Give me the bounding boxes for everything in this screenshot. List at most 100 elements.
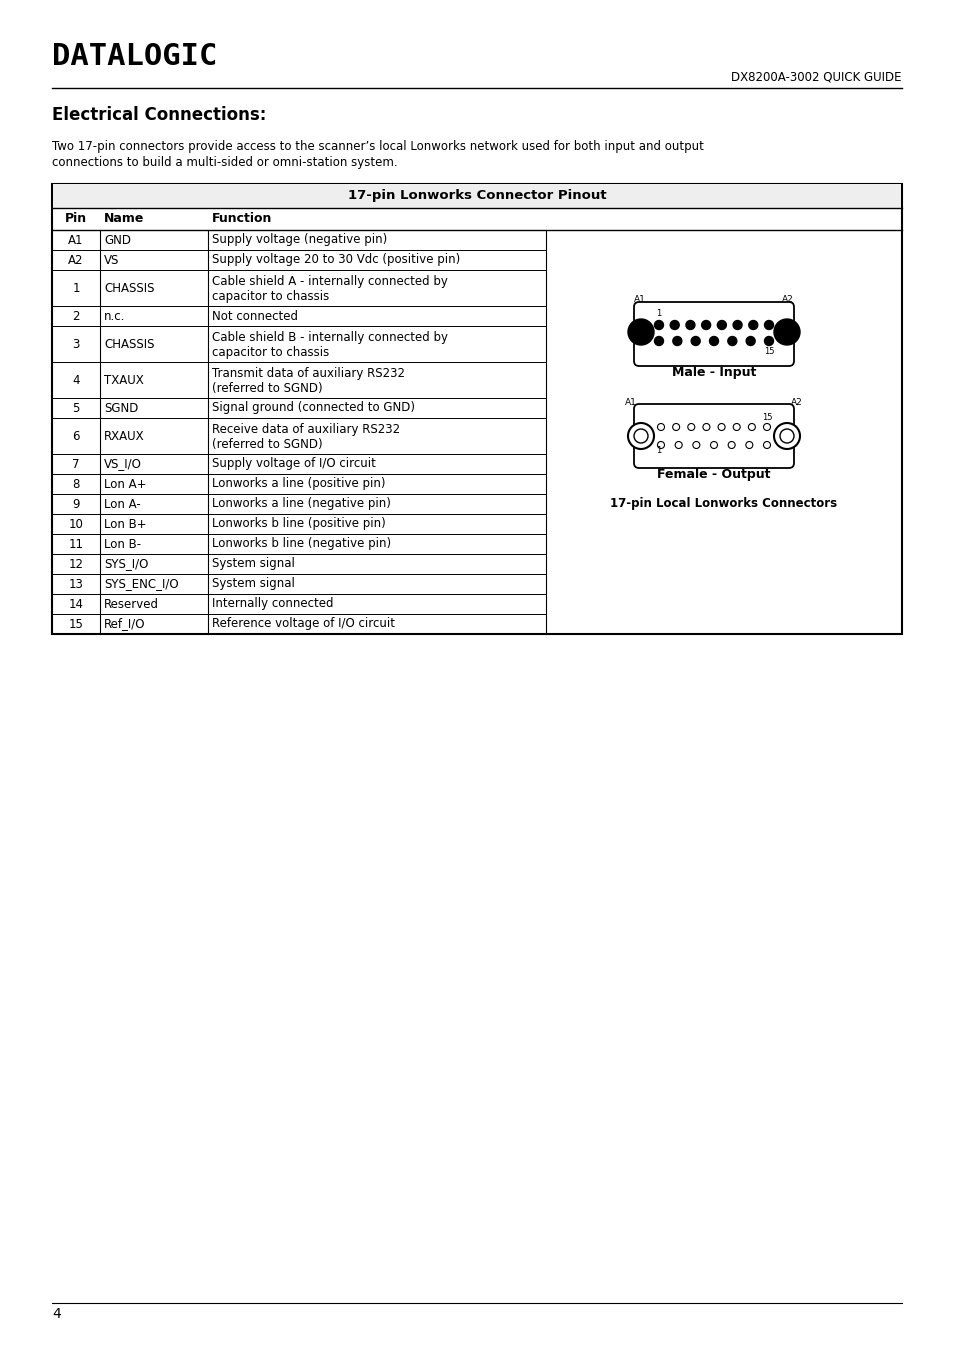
Text: Lon A+: Lon A+ bbox=[104, 477, 147, 490]
Text: 1: 1 bbox=[72, 281, 80, 295]
Bar bbox=[52, 184, 901, 634]
Circle shape bbox=[747, 423, 755, 431]
Text: Supply voltage 20 to 30 Vdc (positive pin): Supply voltage 20 to 30 Vdc (positive pi… bbox=[212, 254, 459, 266]
Text: A1: A1 bbox=[634, 295, 645, 304]
Text: A1: A1 bbox=[624, 399, 637, 407]
Circle shape bbox=[710, 442, 717, 449]
Text: Lonworks b line (positive pin): Lonworks b line (positive pin) bbox=[212, 517, 385, 531]
Text: connections to build a multi-sided or omni-station system.: connections to build a multi-sided or om… bbox=[52, 155, 397, 169]
Circle shape bbox=[654, 320, 662, 330]
Circle shape bbox=[675, 442, 681, 449]
Circle shape bbox=[670, 320, 679, 330]
Text: SGND: SGND bbox=[104, 401, 138, 415]
Text: 9: 9 bbox=[72, 497, 80, 511]
Text: 3: 3 bbox=[72, 338, 80, 350]
Text: Reference voltage of I/O circuit: Reference voltage of I/O circuit bbox=[212, 617, 395, 631]
Text: Ref_I/O: Ref_I/O bbox=[104, 617, 146, 631]
Text: Supply voltage of I/O circuit: Supply voltage of I/O circuit bbox=[212, 458, 375, 470]
Text: VS: VS bbox=[104, 254, 119, 266]
Text: A2: A2 bbox=[69, 254, 84, 266]
Circle shape bbox=[717, 320, 725, 330]
Text: Cable shield A - internally connected by: Cable shield A - internally connected by bbox=[212, 276, 447, 288]
Circle shape bbox=[685, 320, 694, 330]
Text: 8: 8 bbox=[72, 477, 80, 490]
Circle shape bbox=[700, 320, 710, 330]
Text: 15: 15 bbox=[760, 412, 771, 422]
Text: Signal ground (connected to GND): Signal ground (connected to GND) bbox=[212, 401, 415, 415]
Text: A1: A1 bbox=[69, 234, 84, 246]
Circle shape bbox=[657, 442, 664, 449]
Circle shape bbox=[773, 423, 800, 449]
Text: Transmit data of auxiliary RS232: Transmit data of auxiliary RS232 bbox=[212, 367, 405, 380]
Circle shape bbox=[762, 423, 770, 431]
Circle shape bbox=[733, 423, 740, 431]
Text: Electrical Connections:: Electrical Connections: bbox=[52, 105, 266, 124]
Circle shape bbox=[709, 336, 718, 346]
Circle shape bbox=[732, 320, 741, 330]
Circle shape bbox=[745, 442, 752, 449]
Text: VS_I/O: VS_I/O bbox=[104, 458, 142, 470]
Text: 6: 6 bbox=[72, 430, 80, 443]
Text: 10: 10 bbox=[69, 517, 83, 531]
Text: 4: 4 bbox=[52, 1306, 61, 1321]
Text: Pin: Pin bbox=[65, 212, 87, 226]
Text: Female - Output: Female - Output bbox=[657, 467, 770, 481]
Text: 7: 7 bbox=[72, 458, 80, 470]
Text: Receive data of auxiliary RS232: Receive data of auxiliary RS232 bbox=[212, 423, 399, 436]
Text: Supply voltage (negative pin): Supply voltage (negative pin) bbox=[212, 234, 387, 246]
Text: (referred to SGND): (referred to SGND) bbox=[212, 438, 322, 451]
Text: CHASSIS: CHASSIS bbox=[104, 281, 154, 295]
Text: DX8200A-3002 QUICK GUIDE: DX8200A-3002 QUICK GUIDE bbox=[731, 72, 901, 84]
FancyBboxPatch shape bbox=[634, 404, 793, 467]
Text: 14: 14 bbox=[69, 597, 84, 611]
Text: Cable shield B - internally connected by: Cable shield B - internally connected by bbox=[212, 331, 448, 345]
Text: Internally connected: Internally connected bbox=[212, 597, 334, 611]
Circle shape bbox=[634, 430, 647, 443]
Text: System signal: System signal bbox=[212, 577, 294, 590]
Text: 12: 12 bbox=[69, 558, 84, 570]
Text: Not connected: Not connected bbox=[212, 309, 297, 323]
Text: 1: 1 bbox=[656, 446, 661, 455]
Circle shape bbox=[627, 319, 654, 345]
Circle shape bbox=[727, 442, 735, 449]
Circle shape bbox=[718, 423, 724, 431]
Text: Function: Function bbox=[212, 212, 273, 226]
Text: 11: 11 bbox=[69, 538, 84, 550]
Circle shape bbox=[702, 423, 709, 431]
Text: 4: 4 bbox=[72, 373, 80, 386]
Text: Lon A-: Lon A- bbox=[104, 497, 141, 511]
Circle shape bbox=[727, 336, 736, 346]
Circle shape bbox=[745, 336, 755, 346]
Text: 15: 15 bbox=[69, 617, 83, 631]
Circle shape bbox=[748, 320, 757, 330]
Text: Reserved: Reserved bbox=[104, 597, 159, 611]
Text: RXAUX: RXAUX bbox=[104, 430, 145, 443]
Text: 15: 15 bbox=[763, 346, 774, 355]
Text: Lonworks b line (negative pin): Lonworks b line (negative pin) bbox=[212, 538, 391, 550]
Circle shape bbox=[672, 336, 681, 346]
Text: capacitor to chassis: capacitor to chassis bbox=[212, 290, 329, 303]
Text: A2: A2 bbox=[790, 399, 802, 407]
Circle shape bbox=[654, 336, 662, 346]
Circle shape bbox=[763, 320, 773, 330]
Text: GND: GND bbox=[104, 234, 131, 246]
Text: capacitor to chassis: capacitor to chassis bbox=[212, 346, 329, 359]
Text: (referred to SGND): (referred to SGND) bbox=[212, 382, 322, 394]
Text: Two 17-pin connectors provide access to the scanner’s local Lonworks network use: Two 17-pin connectors provide access to … bbox=[52, 141, 703, 153]
Circle shape bbox=[687, 423, 694, 431]
Text: TXAUX: TXAUX bbox=[104, 373, 144, 386]
Text: CHASSIS: CHASSIS bbox=[104, 338, 154, 350]
Bar bbox=[53, 184, 900, 208]
Text: A2: A2 bbox=[781, 295, 793, 304]
Circle shape bbox=[763, 336, 773, 346]
Text: Lonworks a line (negative pin): Lonworks a line (negative pin) bbox=[212, 497, 391, 511]
Text: DATALOGIC: DATALOGIC bbox=[52, 42, 217, 72]
Text: Name: Name bbox=[104, 212, 144, 226]
Text: 17-pin Lonworks Connector Pinout: 17-pin Lonworks Connector Pinout bbox=[347, 189, 606, 203]
Text: n.c.: n.c. bbox=[104, 309, 125, 323]
Text: Male - Input: Male - Input bbox=[671, 366, 756, 380]
Text: Lonworks a line (positive pin): Lonworks a line (positive pin) bbox=[212, 477, 385, 490]
Circle shape bbox=[690, 336, 700, 346]
Text: 1: 1 bbox=[656, 308, 661, 317]
Text: 5: 5 bbox=[72, 401, 80, 415]
